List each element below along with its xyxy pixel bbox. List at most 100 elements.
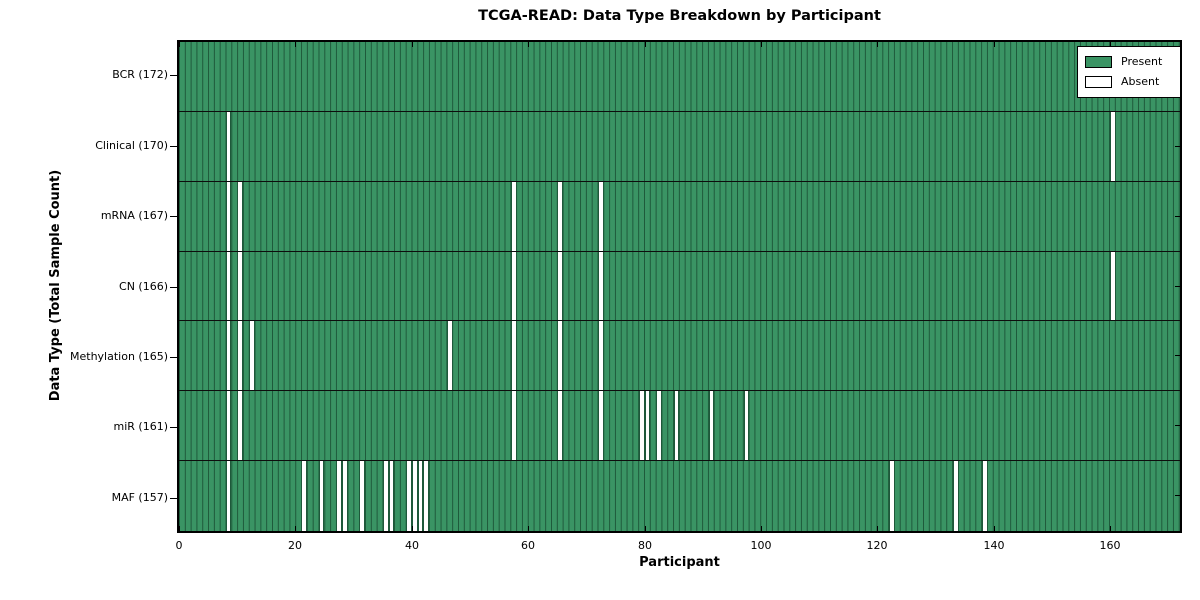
x-tick xyxy=(993,526,995,531)
absent-cell xyxy=(388,461,395,531)
absent-cell xyxy=(318,461,325,531)
absent-cell xyxy=(598,391,604,462)
y-tick-label: miR (161) xyxy=(113,420,169,433)
heatmap-row-clinical xyxy=(179,111,1180,182)
absent-swatch xyxy=(1085,76,1112,88)
absent-cell xyxy=(510,181,517,252)
y-tick-label: CN (166) xyxy=(119,280,168,293)
legend: Present Absent xyxy=(1077,46,1181,98)
absent-cell xyxy=(656,391,663,462)
legend-label-absent: Absent xyxy=(1121,75,1160,88)
x-tick-label: 160 xyxy=(1099,539,1121,552)
absent-cell xyxy=(423,461,430,531)
absent-cell xyxy=(248,321,255,392)
absent-cell xyxy=(889,461,895,531)
heatmap-row-methylation xyxy=(179,321,1180,392)
y-tick xyxy=(1175,495,1180,497)
x-tick xyxy=(411,42,413,47)
absent-cell xyxy=(237,181,243,252)
absent-cell xyxy=(225,251,232,322)
absent-cell xyxy=(644,391,651,462)
y-tick xyxy=(1175,215,1180,217)
x-tick xyxy=(993,42,995,47)
absent-cell xyxy=(1110,251,1116,322)
y-tick-label: mRNA (167) xyxy=(100,209,168,222)
absent-cell xyxy=(598,321,604,392)
x-tick xyxy=(877,526,879,531)
absent-cell xyxy=(557,321,564,392)
absent-cell xyxy=(708,391,715,462)
heatmap-row-maf xyxy=(179,461,1180,531)
x-tick-label: 60 xyxy=(521,539,535,552)
x-tick-label: 120 xyxy=(866,539,888,552)
y-tick xyxy=(170,498,177,499)
y-tick xyxy=(1175,285,1180,287)
absent-cell xyxy=(225,321,232,392)
row-separator xyxy=(179,250,1180,252)
x-tick-label: 100 xyxy=(750,539,772,552)
absent-cell xyxy=(510,251,517,322)
x-tick xyxy=(411,526,413,531)
x-tick-label: 40 xyxy=(405,539,419,552)
x-tick xyxy=(760,42,762,47)
row-separator xyxy=(179,390,1180,392)
chart-title: TCGA-READ: Data Type Breakdown by Partic… xyxy=(478,8,881,24)
absent-cell xyxy=(382,461,389,531)
absent-cell xyxy=(301,461,308,531)
absent-cell xyxy=(237,321,243,392)
absent-cell xyxy=(336,461,342,531)
y-tick xyxy=(170,146,177,147)
absent-cell xyxy=(557,391,564,462)
x-tick xyxy=(1110,42,1112,47)
plot-area xyxy=(177,40,1182,533)
absent-cell xyxy=(953,461,959,531)
y-tick xyxy=(1175,355,1180,357)
absent-cell xyxy=(743,391,750,462)
absent-cell xyxy=(341,461,348,531)
x-tick xyxy=(760,526,762,531)
heatmap-row-cn xyxy=(179,251,1180,322)
absent-cell xyxy=(405,461,412,531)
y-tick xyxy=(1175,425,1180,427)
absent-cell xyxy=(557,251,564,322)
x-tick xyxy=(644,42,646,47)
x-tick xyxy=(877,42,879,47)
x-tick xyxy=(179,42,180,47)
y-tick xyxy=(170,216,177,217)
row-separator xyxy=(179,180,1180,182)
absent-cell xyxy=(510,321,517,392)
present-swatch xyxy=(1085,56,1112,68)
x-tick xyxy=(528,42,530,47)
x-tick xyxy=(528,526,530,531)
heatmap-row-bcr xyxy=(179,42,1180,112)
row-separator xyxy=(179,320,1180,322)
x-tick-label: 140 xyxy=(983,539,1005,552)
y-tick-label: Methylation (165) xyxy=(70,350,168,363)
legend-entry-present: Present xyxy=(1085,52,1173,72)
absent-cell xyxy=(557,181,564,252)
legend-entry-absent: Absent xyxy=(1085,72,1173,92)
x-tick xyxy=(295,526,297,531)
x-tick-label: 0 xyxy=(175,539,183,552)
absent-cell xyxy=(673,391,680,462)
absent-cell xyxy=(510,391,517,462)
row-separator xyxy=(179,110,1180,112)
y-tick xyxy=(170,357,177,358)
absent-cell xyxy=(225,111,232,182)
absent-cell xyxy=(598,181,604,252)
absent-cell xyxy=(638,391,645,462)
absent-cell xyxy=(225,461,232,531)
absent-cell xyxy=(359,461,366,531)
x-axis-title: Participant xyxy=(639,555,720,570)
absent-cell xyxy=(237,391,243,462)
x-tick xyxy=(1110,526,1112,531)
x-tick-label: 20 xyxy=(288,539,302,552)
y-tick xyxy=(170,75,177,76)
y-tick-label: BCR (172) xyxy=(112,68,168,81)
x-tick-label: 80 xyxy=(638,539,652,552)
heatmap-row-mir xyxy=(179,391,1180,462)
legend-label-present: Present xyxy=(1121,55,1163,68)
x-tick xyxy=(644,526,646,531)
absent-cell xyxy=(411,461,418,531)
